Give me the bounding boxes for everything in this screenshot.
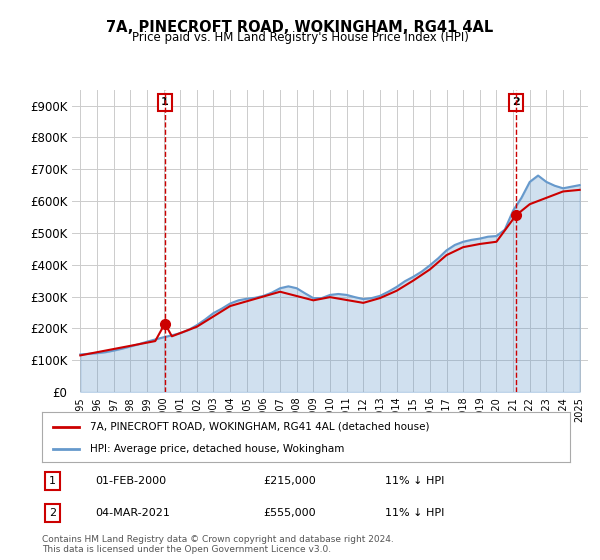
Text: 04-MAR-2021: 04-MAR-2021 — [95, 508, 170, 518]
Text: 1: 1 — [49, 476, 56, 486]
Text: 11% ↓ HPI: 11% ↓ HPI — [385, 476, 445, 486]
Text: 2: 2 — [49, 508, 56, 518]
Text: 1: 1 — [161, 97, 169, 108]
Text: £215,000: £215,000 — [264, 476, 317, 486]
Text: Price paid vs. HM Land Registry's House Price Index (HPI): Price paid vs. HM Land Registry's House … — [131, 31, 469, 44]
Text: 11% ↓ HPI: 11% ↓ HPI — [385, 508, 445, 518]
Text: 2: 2 — [512, 97, 520, 108]
Text: HPI: Average price, detached house, Wokingham: HPI: Average price, detached house, Woki… — [89, 445, 344, 454]
Text: Contains HM Land Registry data © Crown copyright and database right 2024.
This d: Contains HM Land Registry data © Crown c… — [42, 535, 394, 554]
Text: £555,000: £555,000 — [264, 508, 316, 518]
Text: 01-FEB-2000: 01-FEB-2000 — [95, 476, 166, 486]
Text: 7A, PINECROFT ROAD, WOKINGHAM, RG41 4AL: 7A, PINECROFT ROAD, WOKINGHAM, RG41 4AL — [106, 20, 494, 35]
Text: 7A, PINECROFT ROAD, WOKINGHAM, RG41 4AL (detached house): 7A, PINECROFT ROAD, WOKINGHAM, RG41 4AL … — [89, 422, 429, 432]
